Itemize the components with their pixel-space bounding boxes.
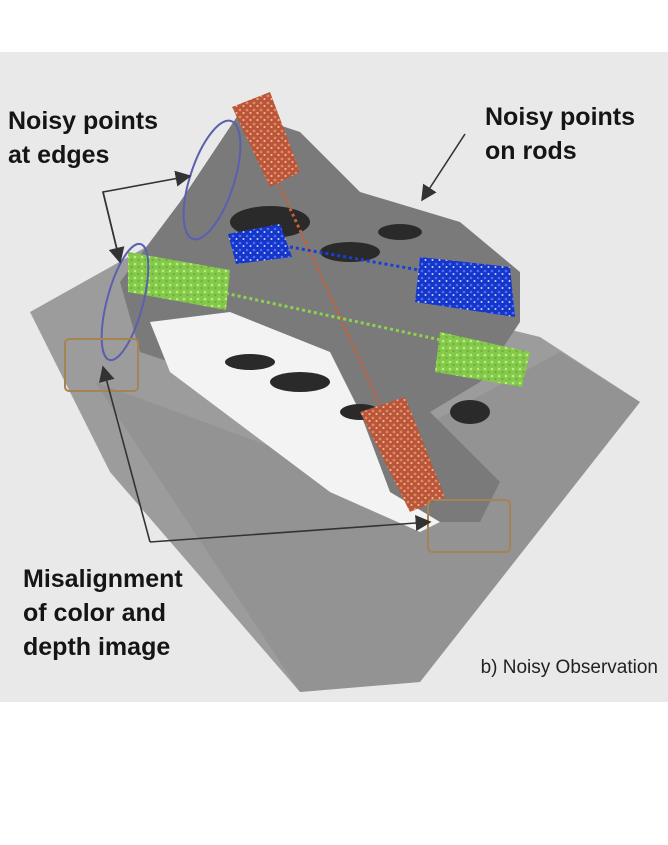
- label-misalignment: Misalignment of color and depth image: [23, 565, 183, 661]
- object-white-region: [150, 312, 440, 532]
- ground-shade: [95, 352, 640, 692]
- label-noisy-rods: Noisy points on rods: [485, 103, 636, 165]
- figure-panel: Noisy points at edges Noisy points on ro…: [0, 52, 668, 702]
- figure-caption: b) Noisy Observation: [480, 657, 658, 678]
- blue-rod-right: [415, 257, 515, 317]
- green-rod-left: [128, 252, 230, 310]
- annotation-arrows: [99, 133, 466, 543]
- orange-rod-top: [232, 92, 300, 187]
- orange-rod-bottom: [360, 397, 445, 512]
- edge-ellipse-left: [100, 242, 150, 362]
- green-rod-right: [435, 332, 530, 387]
- label-noisy-edges: Noisy points at edges: [8, 107, 159, 169]
- point-cloud-scene: [30, 92, 640, 692]
- misalign-box-left: [64, 338, 139, 392]
- blue-rod-left: [228, 224, 292, 264]
